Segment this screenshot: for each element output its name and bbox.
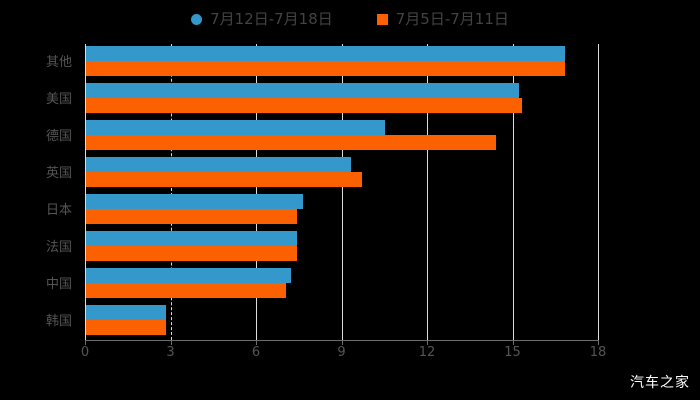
category-label-0: 其他 xyxy=(45,54,72,70)
gridline-18 xyxy=(598,44,599,340)
category-label-2: 德国 xyxy=(45,128,72,144)
bar-series-0[interactable] xyxy=(86,157,352,172)
bar-series-1[interactable] xyxy=(86,135,497,150)
chart-row: 美国 xyxy=(0,81,700,118)
bar-series-0[interactable] xyxy=(86,231,297,246)
category-label-1: 美国 xyxy=(45,91,72,107)
x-tick-label-6: 6 xyxy=(251,345,261,360)
legend-item-1[interactable]: 7月5日-7月11日 xyxy=(376,10,509,28)
x-tick-mark-9 xyxy=(341,340,343,345)
x-tick-label-9: 9 xyxy=(337,345,346,360)
legend-marker-circle-icon xyxy=(191,13,203,25)
legend-marker-square-icon xyxy=(376,13,388,25)
chart-row: 韩国 xyxy=(0,303,700,340)
category-label-4: 日本 xyxy=(45,202,72,218)
chart-row: 英国 xyxy=(0,155,700,192)
bar-series-1[interactable] xyxy=(86,320,166,335)
bar-series-1[interactable] xyxy=(86,246,297,261)
bar-series-0[interactable] xyxy=(86,194,303,209)
bar-series-0[interactable] xyxy=(86,305,166,320)
chart-legend: 7月12日-7月18日 7月5日-7月11日 xyxy=(0,6,700,32)
chart-row: 中国 xyxy=(0,266,700,303)
bar-series-1[interactable] xyxy=(86,209,297,224)
bar-series-1[interactable] xyxy=(86,61,565,76)
x-tick-mark-18 xyxy=(598,340,599,345)
gridline-15 xyxy=(512,44,514,340)
gridline-0 xyxy=(85,44,86,340)
x-tick-mark-0 xyxy=(85,340,86,345)
bar-series-0[interactable] xyxy=(86,268,292,283)
x-tick-mark-6 xyxy=(256,340,257,345)
gridlines xyxy=(85,44,599,340)
watermark: 汽车之家 xyxy=(630,375,690,391)
x-tick-mark-3 xyxy=(170,340,172,345)
bar-series-1[interactable] xyxy=(86,98,523,113)
x-tick-label-18: 18 xyxy=(589,345,607,360)
category-label-5: 法国 xyxy=(45,239,72,255)
legend-item-0[interactable]: 7月12日-7月18日 xyxy=(191,10,333,28)
category-label-7: 韩国 xyxy=(45,313,72,329)
x-tick-label-0: 0 xyxy=(80,345,90,360)
x-tick-mark-12 xyxy=(427,340,428,345)
chart-row: 其他 xyxy=(0,44,700,81)
chart-row: 法国 xyxy=(0,229,700,266)
bar-series-1[interactable] xyxy=(86,172,363,187)
bar-series-1[interactable] xyxy=(86,283,286,298)
gridline-9 xyxy=(341,44,343,340)
gridline-12 xyxy=(427,44,428,340)
category-label-3: 英国 xyxy=(45,165,72,181)
x-tick-label-3: 3 xyxy=(166,345,175,360)
chart-rows: 其他美国德国英国日本法国中国韩国 xyxy=(0,44,700,340)
bar-series-0[interactable] xyxy=(86,83,520,98)
bar-series-0[interactable] xyxy=(86,46,565,61)
bar-series-0[interactable] xyxy=(86,120,386,135)
x-tick-label-12: 12 xyxy=(418,345,436,360)
category-label-6: 中国 xyxy=(45,276,72,292)
legend-label-0: 7月12日-7月18日 xyxy=(210,10,333,28)
chart-row: 德国 xyxy=(0,118,700,155)
gridline-6 xyxy=(256,44,257,340)
gridline-3 xyxy=(170,44,172,340)
x-tick-mark-15 xyxy=(512,340,514,345)
x-tick-label-15: 15 xyxy=(504,345,521,360)
chart-row: 日本 xyxy=(0,192,700,229)
legend-label-1: 7月5日-7月11日 xyxy=(395,10,509,28)
